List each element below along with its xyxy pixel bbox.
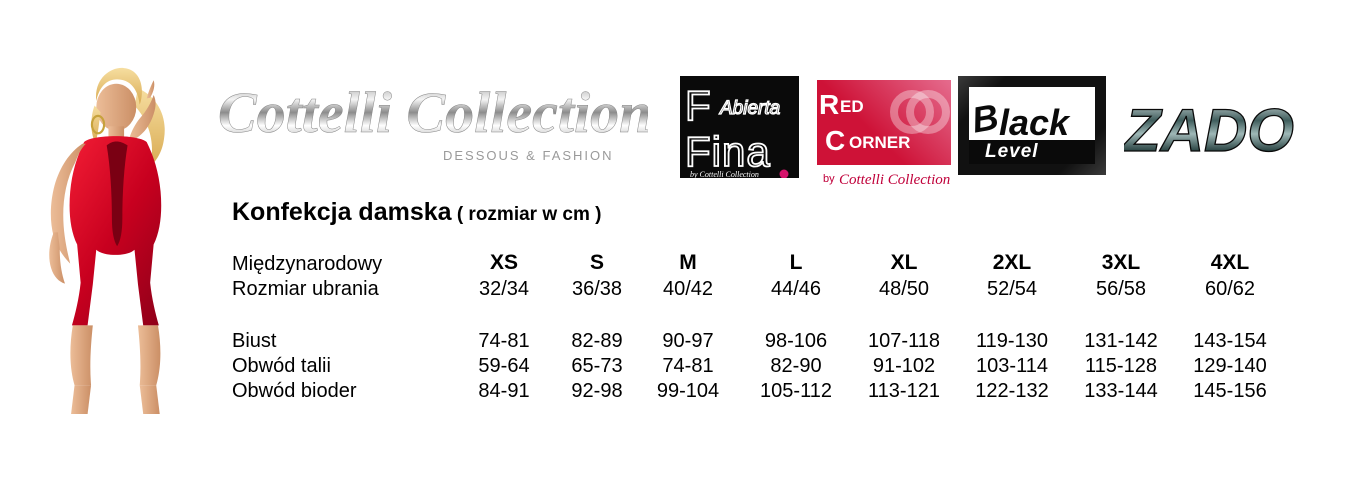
svg-text:Cottelli Collection: Cottelli Collection — [218, 80, 648, 145]
svg-text:DESSOUS & FASHION: DESSOUS & FASHION — [443, 148, 614, 163]
svg-text:C: C — [825, 125, 845, 156]
svg-text:ORNER: ORNER — [849, 133, 910, 152]
svg-text:F: F — [685, 82, 711, 129]
svg-text:ZADO: ZADO — [1124, 97, 1294, 164]
svg-text:Cottelli Collection: Cottelli Collection — [839, 172, 950, 188]
svg-text:ED: ED — [840, 97, 864, 116]
svg-text:Fina: Fina — [685, 128, 771, 175]
svg-text:Level: Level — [985, 141, 1039, 162]
svg-text:Abierta: Abierta — [719, 98, 780, 119]
svg-text:by Cottelli Collection: by Cottelli Collection — [690, 170, 759, 178]
svg-text:by: by — [823, 173, 835, 185]
svg-text:R: R — [819, 89, 839, 120]
